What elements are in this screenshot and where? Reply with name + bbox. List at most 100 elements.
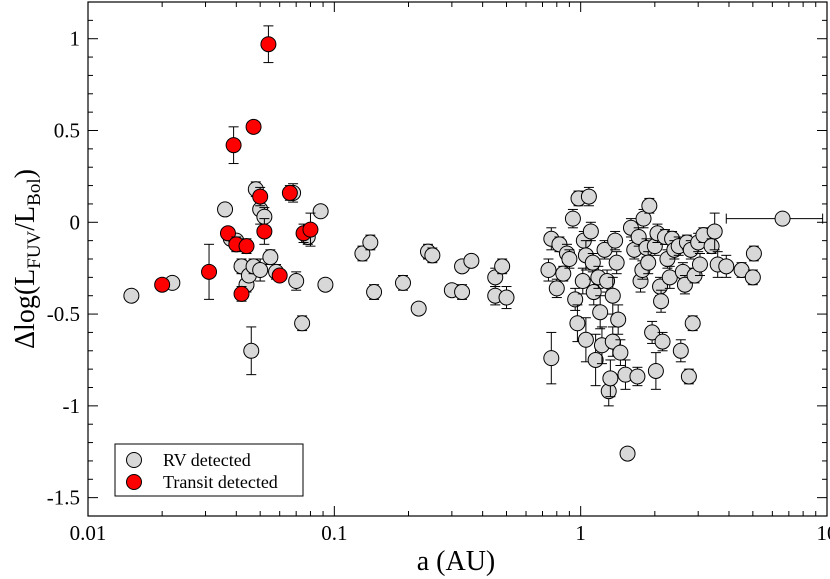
y-tick-label: 1 bbox=[70, 27, 81, 51]
rv-point bbox=[362, 234, 379, 251]
marker bbox=[243, 342, 260, 359]
marker bbox=[684, 315, 701, 332]
y-axis-title-prefix: Δlog(L bbox=[10, 269, 41, 349]
marker bbox=[718, 258, 735, 275]
marker bbox=[580, 188, 597, 205]
marker bbox=[745, 245, 762, 262]
y-tick-label: 0 bbox=[70, 210, 81, 234]
marker bbox=[201, 263, 218, 280]
rv-point bbox=[540, 258, 557, 282]
rv-point bbox=[733, 262, 750, 279]
marker bbox=[312, 203, 329, 220]
rv-point bbox=[580, 186, 597, 207]
axis-ticks: 0.01 0.1 1 10 1 0.5 0 -0.5 -1 -1.5 bbox=[47, 1, 830, 545]
marker bbox=[217, 201, 234, 218]
marker bbox=[260, 36, 277, 53]
marker bbox=[567, 291, 584, 308]
rv-point bbox=[610, 304, 627, 335]
marker bbox=[680, 368, 697, 385]
marker bbox=[629, 368, 646, 385]
legend: RV detected Transit detected bbox=[114, 443, 304, 497]
marker bbox=[494, 258, 511, 275]
rv-point bbox=[561, 249, 578, 269]
rv-point bbox=[612, 339, 629, 366]
rv-point bbox=[394, 274, 411, 291]
rv-point bbox=[463, 252, 480, 269]
y-tick-label: -1.5 bbox=[47, 486, 80, 510]
marker bbox=[424, 247, 441, 264]
marker bbox=[607, 232, 624, 249]
rv-point bbox=[294, 315, 311, 332]
transit-point bbox=[256, 218, 273, 245]
rv-point bbox=[745, 245, 762, 262]
y-axis-title-mid: /L bbox=[10, 206, 41, 231]
transit-point bbox=[225, 126, 242, 165]
transit-point bbox=[252, 186, 269, 207]
transit-point bbox=[302, 212, 319, 247]
transit-point bbox=[271, 267, 288, 284]
transit-point bbox=[245, 118, 262, 135]
rv-point bbox=[619, 445, 636, 462]
rv-point bbox=[366, 284, 383, 301]
marker bbox=[252, 188, 269, 205]
marker bbox=[123, 287, 140, 304]
marker bbox=[612, 344, 629, 361]
marker bbox=[585, 284, 602, 301]
data-points bbox=[123, 25, 824, 462]
marker bbox=[561, 251, 578, 267]
y-tick-label: -1 bbox=[63, 394, 81, 418]
rv-point bbox=[312, 203, 329, 220]
rv-point bbox=[564, 208, 581, 229]
rv-point bbox=[592, 295, 609, 330]
rv-point bbox=[653, 289, 670, 313]
x-tick-label: 10 bbox=[817, 521, 830, 545]
marker bbox=[362, 234, 379, 251]
marker bbox=[288, 273, 305, 290]
rv-point bbox=[691, 252, 708, 277]
rv-point bbox=[680, 368, 697, 385]
marker bbox=[654, 333, 671, 350]
x-axis-title: a (AU) bbox=[417, 546, 496, 577]
x-tick-label: 0.1 bbox=[321, 521, 347, 545]
marker bbox=[262, 249, 279, 266]
marker bbox=[394, 274, 411, 291]
marker bbox=[281, 184, 298, 201]
marker bbox=[238, 238, 255, 255]
marker bbox=[774, 210, 791, 227]
marker bbox=[574, 273, 591, 290]
y-tick-label: 0.5 bbox=[54, 119, 80, 143]
marker bbox=[647, 362, 664, 379]
marker bbox=[610, 311, 627, 328]
rv-point bbox=[217, 201, 234, 218]
marker bbox=[569, 315, 586, 332]
rv-point bbox=[548, 278, 565, 299]
legend-transit-marker bbox=[126, 474, 142, 490]
y-tick-label: -0.5 bbox=[47, 302, 80, 326]
rv-point bbox=[661, 265, 678, 289]
rv-point bbox=[630, 227, 647, 247]
rv-point bbox=[604, 276, 621, 315]
rv-point bbox=[317, 276, 334, 293]
marker bbox=[602, 370, 619, 387]
marker bbox=[604, 287, 621, 304]
marker bbox=[564, 210, 581, 227]
rv-point bbox=[654, 331, 671, 352]
y-axis-title-sub2: Bol bbox=[24, 178, 45, 205]
marker bbox=[302, 221, 319, 238]
marker bbox=[672, 342, 689, 359]
marker bbox=[294, 315, 311, 332]
rv-point bbox=[718, 254, 735, 278]
transit-point bbox=[233, 285, 250, 302]
marker bbox=[691, 256, 708, 273]
legend-box bbox=[114, 443, 304, 497]
marker bbox=[540, 262, 557, 279]
marker bbox=[233, 285, 250, 302]
rv-point bbox=[410, 300, 427, 317]
x-tick-label: 0.01 bbox=[70, 521, 107, 545]
marker bbox=[271, 267, 288, 284]
y-axis-title-sub1: FUV bbox=[24, 230, 45, 268]
rv-point bbox=[577, 317, 594, 363]
rv-point bbox=[424, 247, 441, 264]
marker bbox=[582, 223, 599, 240]
